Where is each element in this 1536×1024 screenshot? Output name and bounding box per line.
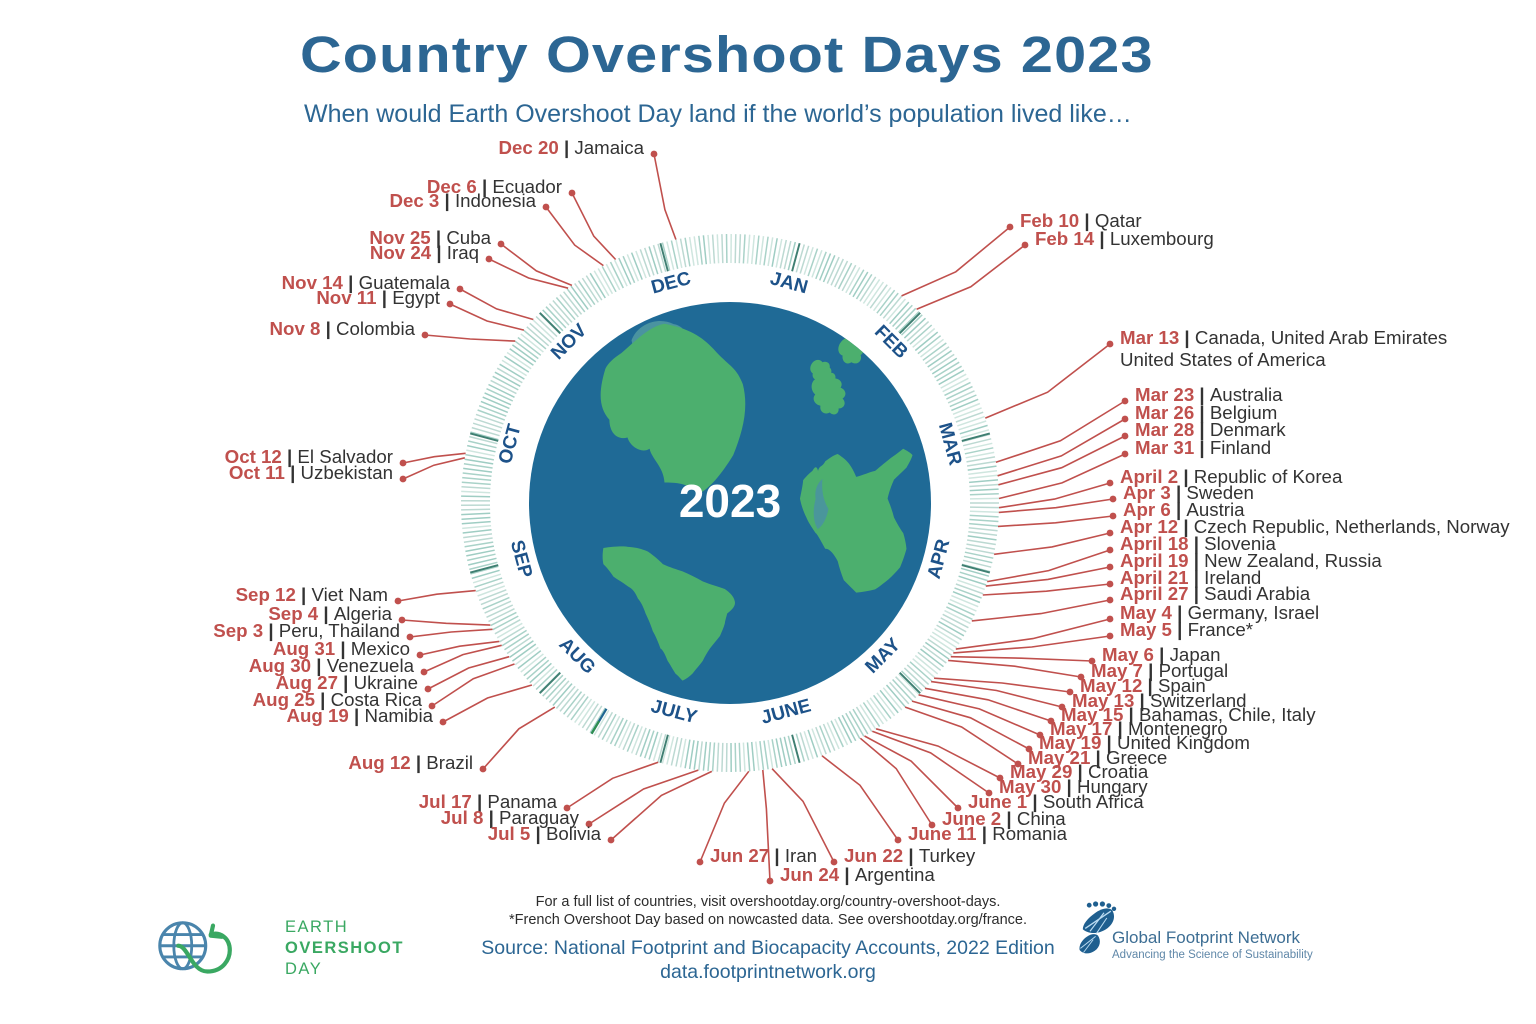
svg-text:OVERSHOOT: OVERSHOOT (285, 939, 404, 957)
svg-text:EARTH: EARTH (285, 918, 348, 936)
svg-text:Global Footprint Network: Global Footprint Network (1112, 928, 1301, 947)
svg-text:Advancing the Science of Susta: Advancing the Science of Sustainability (1112, 949, 1313, 961)
svg-text:DAY: DAY (285, 960, 322, 978)
